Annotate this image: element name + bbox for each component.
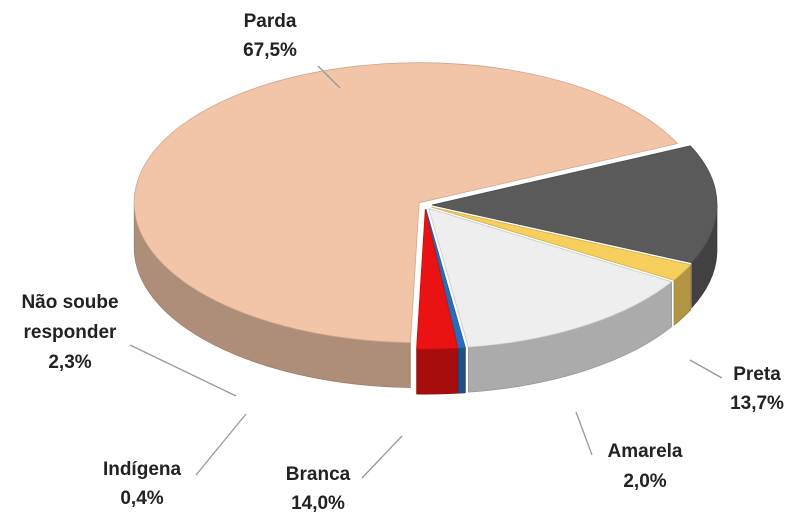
value-label: 13,7% <box>730 393 784 414</box>
leader-line <box>317 65 341 89</box>
leader-line <box>361 435 403 479</box>
slice <box>416 209 459 350</box>
pie-tops <box>133 62 718 350</box>
category-label: Amarela <box>608 441 683 462</box>
leader-line <box>129 344 237 397</box>
slice <box>431 206 692 281</box>
leader-line <box>575 411 593 456</box>
leader-line <box>689 359 723 379</box>
slice <box>428 207 673 348</box>
value-label: 67,5% <box>243 40 297 61</box>
category-label: Indígena <box>103 459 182 480</box>
category-label: Preta <box>733 364 781 385</box>
labels: Preta 13,7% Amarela 2,0% Branca 14,0% Indígena… <box>21 11 784 514</box>
value-label: 0,4% <box>120 488 163 509</box>
value-label: 14,0% <box>291 493 345 514</box>
slice-side <box>458 347 466 394</box>
slice <box>133 62 679 344</box>
slice-side <box>416 347 459 395</box>
value-label: 2,3% <box>48 352 91 373</box>
category-label: Branca <box>286 464 351 485</box>
value-label: 2,0% <box>623 471 666 492</box>
slice <box>431 145 718 264</box>
category-label: Não soube responder <box>21 292 118 343</box>
slice <box>425 209 466 349</box>
leader-line <box>195 413 247 476</box>
category-label: Parda <box>244 11 297 32</box>
